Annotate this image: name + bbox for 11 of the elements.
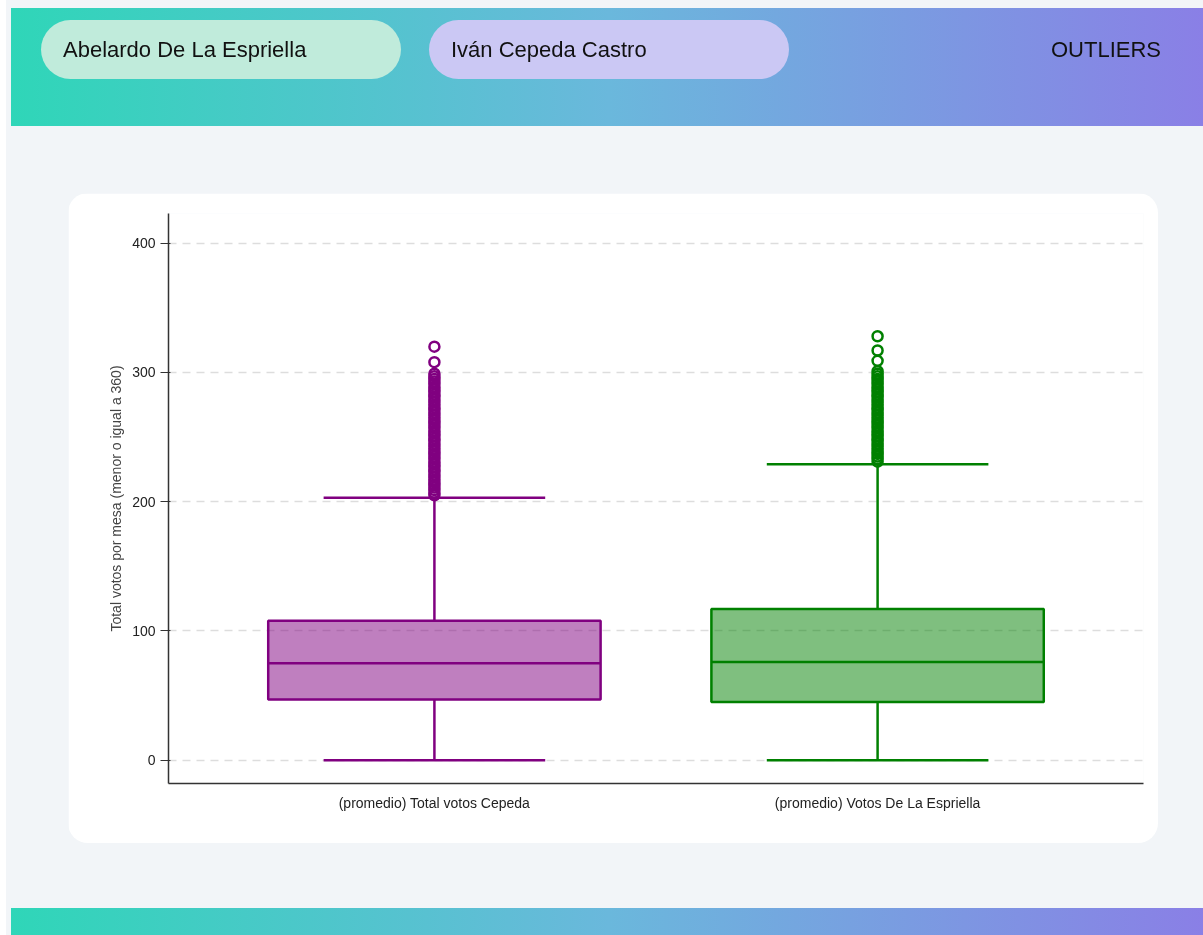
x-tick-label: (promedio) Votos De La Espriella (774, 794, 981, 811)
text: OUTLIERS (1050, 36, 1161, 64)
y-tick-label: 300 (132, 364, 156, 381)
y-tick-label: 100 (132, 622, 156, 639)
y-tick-label: 400 (132, 235, 156, 252)
y-tick-label: 200 (132, 493, 156, 510)
y-axis-title: Total votos por mesa (menor o igual a 360) (108, 365, 125, 632)
x-tick-label: (promedio) Total votos Cepeda (338, 794, 531, 811)
text: Abelardo De La Espriella (41, 20, 401, 80)
y-tick-label: 0 (147, 752, 156, 769)
text: Iván Cepeda Castro (429, 20, 789, 80)
